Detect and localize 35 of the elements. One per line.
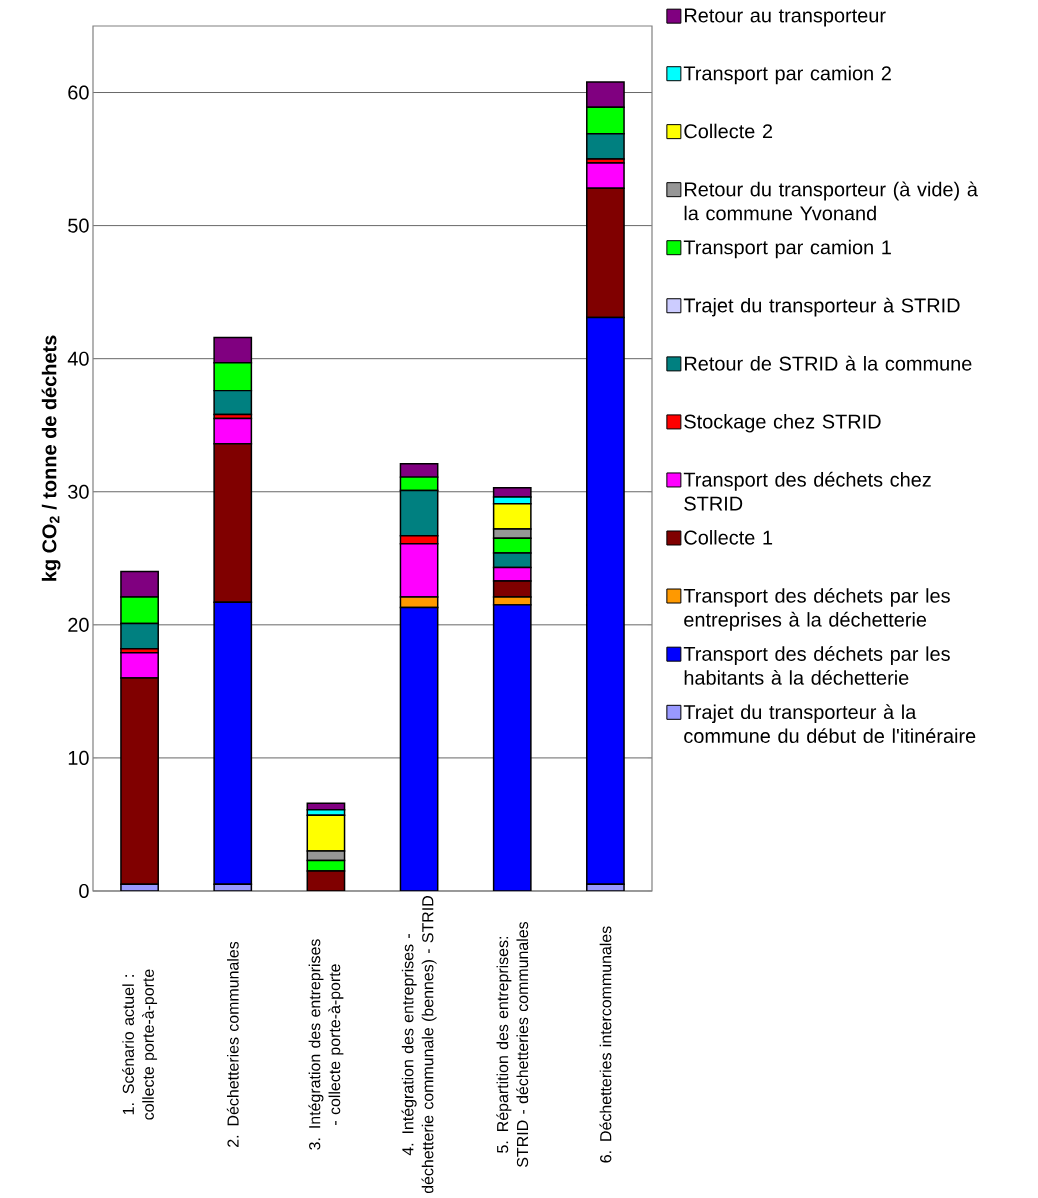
x-tick-label: 3. Intégration des entreprises - collecte porte-à-porte <box>308 939 344 1150</box>
y-tick-label: 40 <box>67 351 89 366</box>
legend-label: Stockage chez STRID <box>684 413 881 433</box>
bar <box>213 417 253 445</box>
bar <box>492 604 532 891</box>
legend-label: Collecte 1 <box>684 530 773 545</box>
x-tick-label: 4. Intégration des entreprises - déchetterie communale (bennes) - STRID <box>401 896 437 1194</box>
y-tick-label: 0 <box>79 883 89 899</box>
y-tick-label: 20 <box>68 617 89 632</box>
x-tick-label: 5. Répartition des entreprises: STRID - déchetteries communales <box>496 922 529 1167</box>
y-tick-label: 30 <box>68 484 89 499</box>
bar <box>586 316 625 886</box>
y-tick-label: 60 <box>68 85 89 100</box>
legend-label: Retour au transporteur <box>685 8 886 27</box>
x-tick-label: 2. Déchetteries communales <box>226 941 239 1147</box>
legend-label: Transport des déchets par les habitants à la déchetterie <box>683 646 950 685</box>
bar <box>399 606 439 891</box>
legend-label: Retour du transporteur (à vide) à la commune Yvonand <box>684 181 978 221</box>
y-tick-label: 50 <box>68 218 89 233</box>
bar <box>213 601 253 886</box>
bar <box>586 187 625 319</box>
legend-label: Transport des déchets chez STRID <box>683 471 931 511</box>
legend-label: Collecte 2 <box>684 123 773 139</box>
x-tick-label: 6. Déchetteries intercommunales <box>599 926 612 1163</box>
bar <box>213 443 253 603</box>
legend-label: Trajet du transporteur à la commune du début de l'itinéraire <box>683 704 976 744</box>
legend-label: Retour de STRID à la commune <box>685 355 972 371</box>
legend-label: Transport par camion 2 <box>683 65 891 85</box>
y-axis-title: kg CO$_{2}$ / tonne de déchets <box>41 335 61 581</box>
legend-label: Trajet du transporteur à STRID <box>683 297 960 317</box>
legend-label: Transport des déchets par les entreprises à la déchetterie <box>683 587 950 631</box>
bar <box>120 677 159 886</box>
legend-label: Transport par camion 1 <box>683 239 891 259</box>
x-tick-label: 1. Scénario actuel : collecte porte-à-porte <box>122 969 158 1120</box>
y-tick-label: 10 <box>68 750 89 765</box>
